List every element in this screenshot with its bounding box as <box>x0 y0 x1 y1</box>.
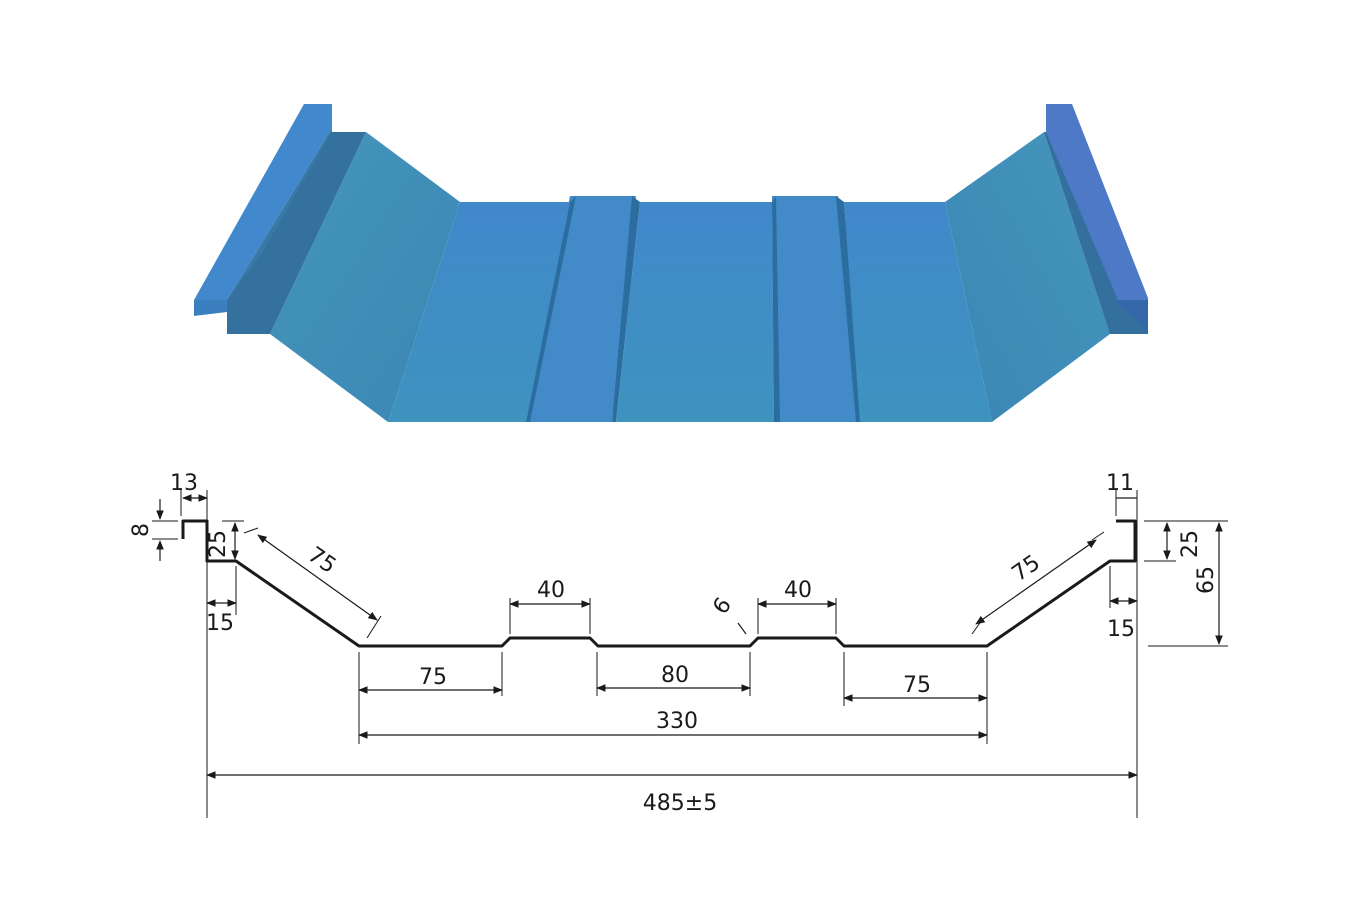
panel-3d-illustration <box>194 104 1148 422</box>
left-slope-face <box>270 132 460 422</box>
label-40-right: 40 <box>784 578 812 603</box>
label-15-left: 15 <box>206 611 234 636</box>
left-lip-face <box>194 300 227 316</box>
stiffener-right-wall-2 <box>836 196 862 422</box>
label-65: 65 <box>1194 566 1219 594</box>
label-485: 485±5 <box>643 791 717 816</box>
label-11: 11 <box>1106 471 1134 496</box>
stiffener-left-wall-2 <box>612 196 640 422</box>
label-80: 80 <box>661 663 689 688</box>
dim-line-6 <box>737 622 747 635</box>
pan-center-face <box>616 202 774 422</box>
label-8: 8 <box>129 523 154 537</box>
dimension-labels: 13 8 25 15 75 40 6 40 75 80 75 330 485±5… <box>129 471 1219 816</box>
dim-line-75-slope-right <box>975 539 1097 625</box>
label-25-right: 25 <box>1178 530 1203 558</box>
pan-right-face <box>844 202 992 422</box>
label-13: 13 <box>170 471 198 496</box>
extension-lines <box>152 490 1228 818</box>
label-40-left: 40 <box>537 578 565 603</box>
stiffener-right-face <box>772 196 858 422</box>
right-rib-top-face <box>1046 104 1148 300</box>
label-6: 6 <box>708 593 737 619</box>
right-slope-face <box>945 132 1110 422</box>
label-75-slope-left: 75 <box>303 542 340 579</box>
label-25-left: 25 <box>206 530 231 558</box>
dim-line-75-slope-left <box>257 534 378 621</box>
label-15-right: 15 <box>1107 617 1135 642</box>
label-75-slope-right: 75 <box>1008 550 1045 587</box>
label-75-pan-right: 75 <box>903 673 931 698</box>
left-rib-shadow-face <box>227 132 366 334</box>
dimension-lines <box>156 494 1223 779</box>
left-rib-top-face <box>194 104 332 300</box>
right-lip-face <box>1118 300 1148 334</box>
stiffener-right-wall <box>772 196 780 422</box>
label-330: 330 <box>656 709 698 734</box>
stiffener-left-face <box>526 196 636 422</box>
pan-left-face <box>388 202 570 422</box>
label-75-pan-left: 75 <box>419 665 447 690</box>
stiffener-left-wall <box>526 196 576 422</box>
